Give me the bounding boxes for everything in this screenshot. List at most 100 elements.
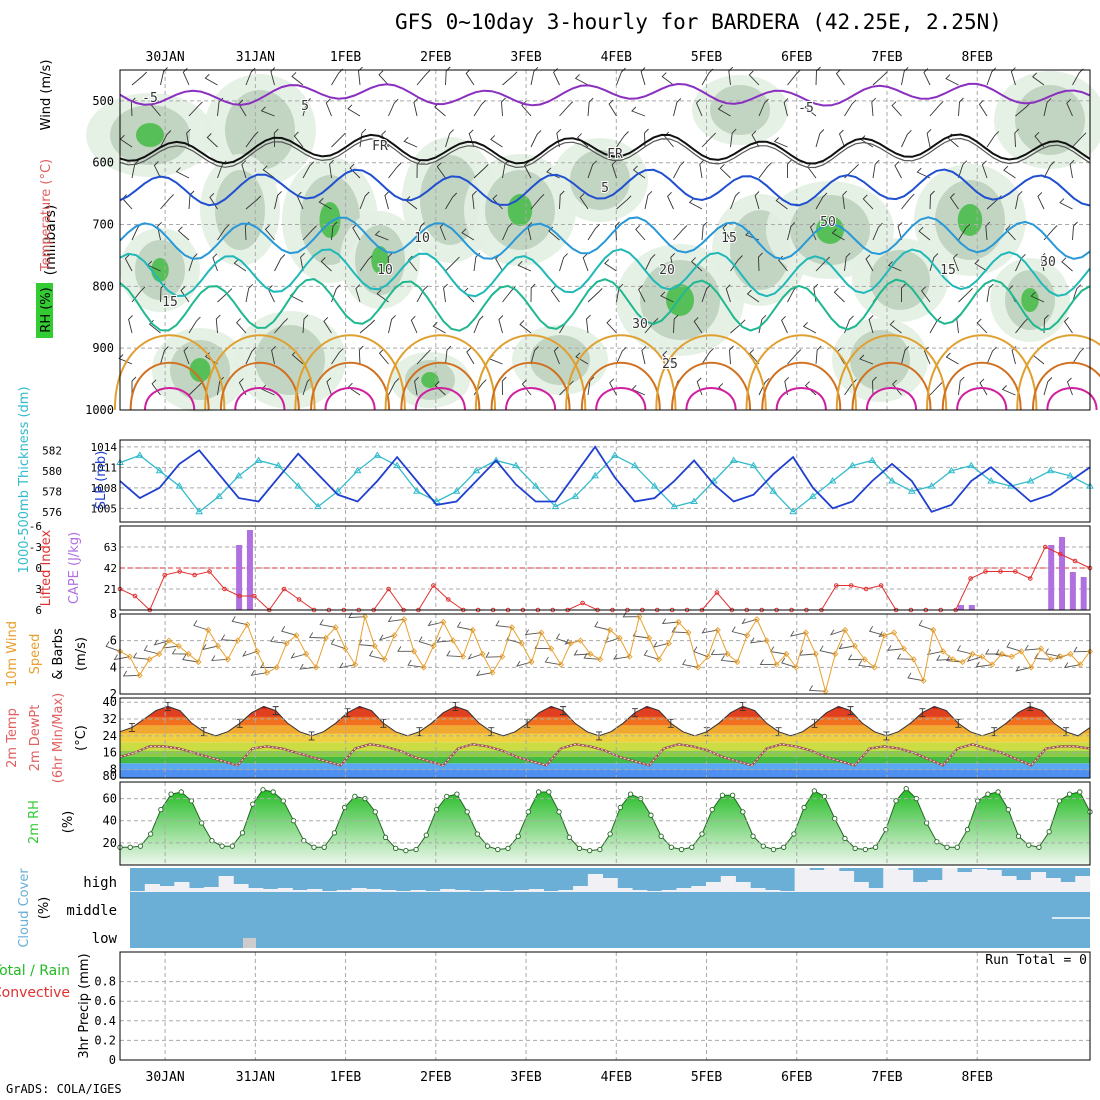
upper-wind-barb [217, 376, 225, 396]
lifted-index-point [132, 593, 138, 599]
wind-speed-point [371, 642, 378, 650]
upper-wind-barb [758, 98, 769, 117]
cloud-level-low: low [92, 931, 118, 947]
rh-shade-high [957, 204, 983, 236]
upper-wind-barb [432, 321, 446, 334]
thickness-point [551, 502, 560, 510]
upper-wind-barb [320, 257, 332, 272]
upper-wind-barb [929, 253, 939, 272]
wind-speed-point [1037, 645, 1045, 652]
thickness-point [967, 461, 976, 469]
warm-contour [745, 334, 858, 411]
upper-wind-barb [574, 74, 589, 86]
precip-legend-convective: Convective [0, 985, 70, 1001]
rh-shade-high [1021, 288, 1039, 312]
precip-axis-label: 3hr Precip (mm) [77, 953, 92, 1058]
wind-barb [299, 663, 317, 670]
upper-wind-barb [701, 284, 711, 303]
cloud-high-gap [543, 891, 559, 892]
contour-label: 10 [377, 263, 393, 278]
cloud-high-gap [602, 878, 618, 892]
cloud-axis-label: Cloud Cover [17, 868, 32, 948]
upper-wind-barb [844, 99, 857, 117]
upper-wind-barb [212, 253, 218, 272]
wind-tick-label: 2 [110, 687, 117, 701]
rh-point [587, 847, 593, 854]
upper-wind-barb [667, 191, 674, 210]
wind-barb [594, 621, 610, 631]
wind-speed-point [714, 626, 721, 634]
contour-label: 25 [662, 357, 678, 372]
lifted-index-point [431, 583, 436, 588]
lifted-index-point [848, 583, 854, 588]
wind-speed-point [616, 634, 623, 642]
temp-minmax-bar [272, 706, 279, 716]
upper-wind-barb [131, 71, 148, 86]
contour-label: 20 [659, 263, 675, 278]
upper-wind-barb [186, 128, 191, 148]
upper-wind-barb [204, 73, 218, 86]
wind-speed-point [401, 616, 408, 623]
upper-wind-barb [1043, 314, 1049, 334]
upper-wind-barb [274, 191, 282, 210]
wind-speed-point [156, 650, 163, 658]
wind-speed-point [694, 664, 702, 671]
page-title: GFS 0~10day 3-hourly for BARDERA (42.25E… [395, 10, 1002, 34]
upper-wind-barb [465, 69, 475, 86]
upper-wind-barb [530, 193, 545, 210]
wind-barb [330, 638, 346, 650]
contour-label: 30 [1040, 255, 1056, 270]
upper-wind-barb [217, 160, 227, 179]
cloud-high-gap [898, 870, 914, 892]
upper-wind-barb [952, 253, 959, 272]
lifted-index-point [968, 576, 973, 581]
upper-wind-barb [530, 130, 542, 148]
li-tick-label: -3 [29, 541, 42, 554]
rh-point [188, 798, 195, 804]
warm-contour [324, 387, 376, 411]
rh-shade-high [136, 123, 164, 147]
upper-wind-barb [502, 222, 513, 241]
wind-speed-point [734, 658, 741, 666]
contour-label: 15 [940, 263, 956, 278]
upper-wind-barb [416, 285, 429, 303]
wind-speed-point [930, 626, 937, 634]
warm-contour [474, 334, 587, 411]
rh-point [923, 820, 930, 826]
upper-wind-barb [445, 129, 454, 148]
upper-wind-barb [929, 101, 944, 117]
upper-wind-barb [416, 69, 431, 86]
warm-contour [384, 334, 497, 411]
wind-speed-point [244, 621, 251, 628]
temp-minmax-bar [560, 706, 567, 716]
wind-speed-point [283, 640, 290, 647]
cloud-high-gap [779, 891, 796, 892]
upper-wind-barb [746, 289, 760, 303]
thickness-point [1066, 471, 1075, 479]
date-label-bottom: 5FEB [691, 1070, 722, 1085]
upper-wind-barb [728, 66, 734, 86]
wind-barb [105, 641, 121, 652]
thickness-point [215, 492, 223, 499]
thickness-point [888, 477, 896, 484]
upper-wind-barb [517, 260, 532, 272]
upper-wind-barb [175, 167, 190, 179]
rh-point [566, 834, 572, 840]
wind-barb [231, 616, 248, 626]
pressure-axis-label: (millibars) [43, 205, 59, 276]
isotherm-line [119, 133, 1091, 165]
cloud-high-gap [514, 890, 530, 892]
wind-speed-point [871, 664, 878, 671]
lifted-index-point [878, 583, 884, 588]
rh-point [270, 789, 276, 795]
upper-air-frame [119, 69, 1091, 411]
warm-contour [414, 387, 466, 411]
upper-wind-barb [206, 133, 218, 148]
thickness-point [789, 507, 797, 515]
date-label-top: 3FEB [510, 50, 541, 65]
rh-point [750, 833, 756, 839]
date-label-top: 8FEB [962, 50, 993, 65]
wind-speed-point [881, 632, 888, 639]
upper-wind-barb [958, 97, 964, 117]
wind10m-axis-label: 10m Wind [5, 621, 20, 687]
